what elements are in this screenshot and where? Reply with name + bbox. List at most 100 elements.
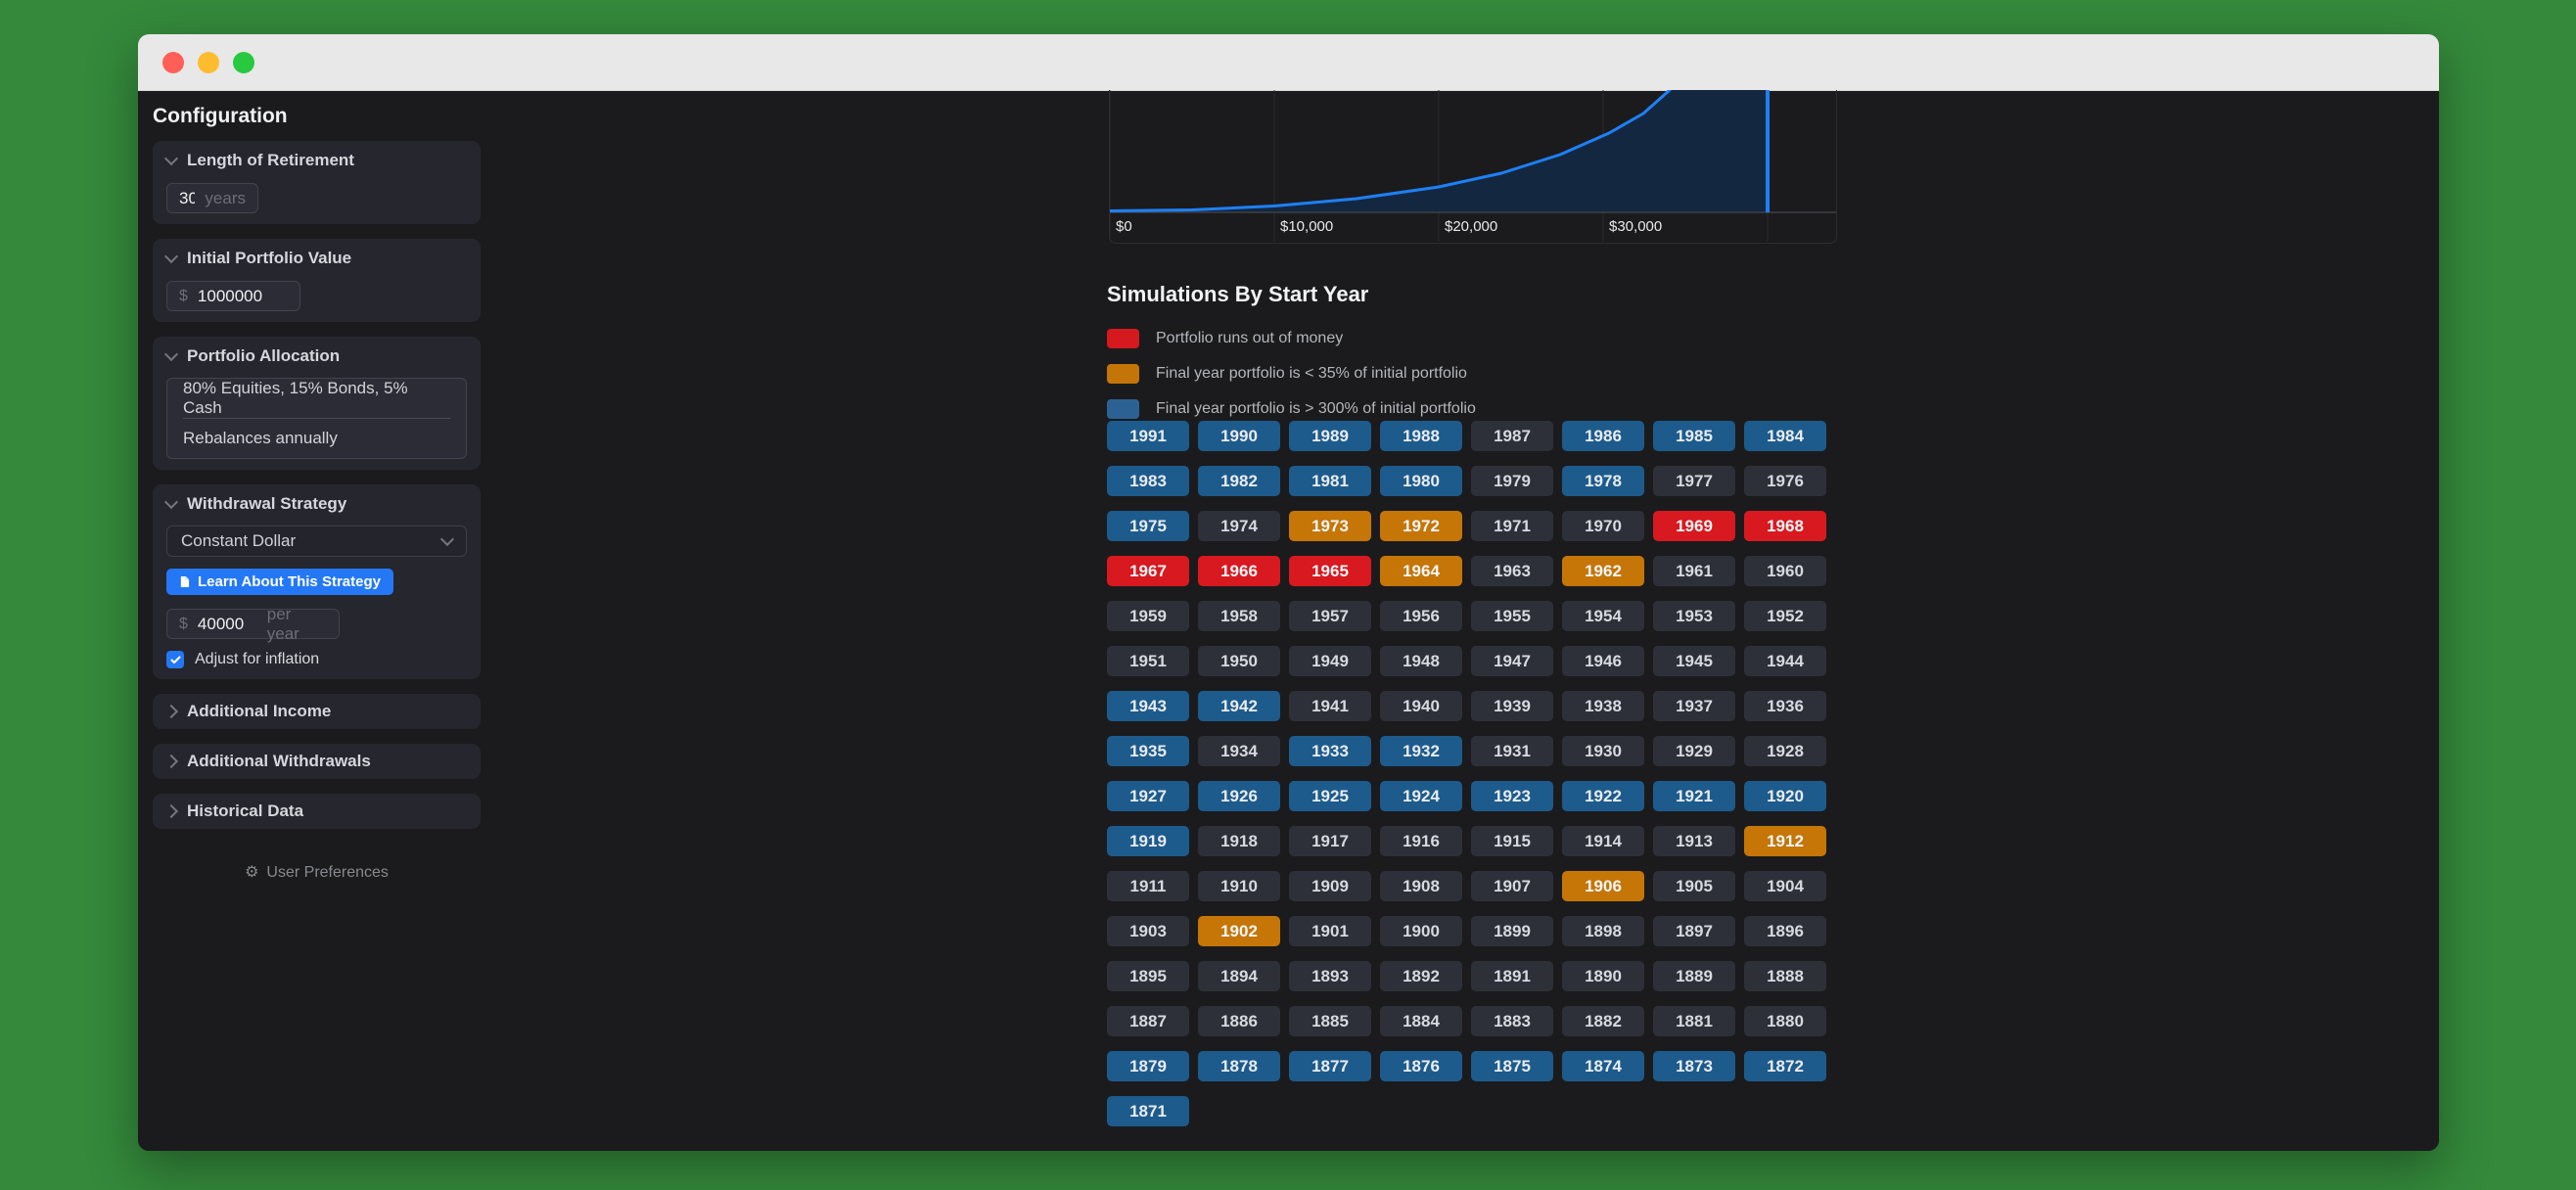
year-button-1899[interactable]: 1899 bbox=[1471, 916, 1553, 946]
year-button-1937[interactable]: 1937 bbox=[1653, 691, 1735, 721]
year-button-1873[interactable]: 1873 bbox=[1653, 1051, 1735, 1081]
panel-additional-withdrawals[interactable]: Additional Withdrawals bbox=[153, 744, 481, 779]
adjust-inflation-checkbox[interactable] bbox=[166, 651, 184, 668]
year-button-1949[interactable]: 1949 bbox=[1289, 646, 1371, 676]
year-button-1923[interactable]: 1923 bbox=[1471, 781, 1553, 811]
year-button-1921[interactable]: 1921 bbox=[1653, 781, 1735, 811]
year-button-1970[interactable]: 1970 bbox=[1562, 511, 1644, 541]
year-button-1916[interactable]: 1916 bbox=[1380, 826, 1462, 856]
year-button-1952[interactable]: 1952 bbox=[1744, 601, 1826, 631]
panel-portfolio-allocation-header[interactable]: Portfolio Allocation bbox=[163, 346, 467, 365]
year-button-1953[interactable]: 1953 bbox=[1653, 601, 1735, 631]
year-button-1964[interactable]: 1964 bbox=[1380, 556, 1462, 586]
year-button-1924[interactable]: 1924 bbox=[1380, 781, 1462, 811]
year-button-1903[interactable]: 1903 bbox=[1107, 916, 1189, 946]
year-button-1961[interactable]: 1961 bbox=[1653, 556, 1735, 586]
year-button-1928[interactable]: 1928 bbox=[1744, 736, 1826, 766]
year-button-1925[interactable]: 1925 bbox=[1289, 781, 1371, 811]
year-button-1942[interactable]: 1942 bbox=[1198, 691, 1280, 721]
year-button-1991[interactable]: 1991 bbox=[1107, 421, 1189, 451]
year-button-1945[interactable]: 1945 bbox=[1653, 646, 1735, 676]
year-button-1956[interactable]: 1956 bbox=[1380, 601, 1462, 631]
year-button-1950[interactable]: 1950 bbox=[1198, 646, 1280, 676]
year-button-1986[interactable]: 1986 bbox=[1562, 421, 1644, 451]
year-button-1934[interactable]: 1934 bbox=[1198, 736, 1280, 766]
year-button-1967[interactable]: 1967 bbox=[1107, 556, 1189, 586]
withdrawal-strategy-select[interactable]: Constant Dollar bbox=[166, 526, 467, 557]
year-button-1941[interactable]: 1941 bbox=[1289, 691, 1371, 721]
year-button-1990[interactable]: 1990 bbox=[1198, 421, 1280, 451]
year-button-1933[interactable]: 1933 bbox=[1289, 736, 1371, 766]
year-button-1975[interactable]: 1975 bbox=[1107, 511, 1189, 541]
retirement-length-input[interactable] bbox=[179, 188, 196, 208]
year-button-1887[interactable]: 1887 bbox=[1107, 1006, 1189, 1036]
year-button-1876[interactable]: 1876 bbox=[1380, 1051, 1462, 1081]
year-button-1884[interactable]: 1884 bbox=[1380, 1006, 1462, 1036]
year-button-1971[interactable]: 1971 bbox=[1471, 511, 1553, 541]
year-button-1881[interactable]: 1881 bbox=[1653, 1006, 1735, 1036]
year-button-1980[interactable]: 1980 bbox=[1380, 466, 1462, 496]
year-button-1895[interactable]: 1895 bbox=[1107, 961, 1189, 991]
year-button-1978[interactable]: 1978 bbox=[1562, 466, 1644, 496]
year-button-1898[interactable]: 1898 bbox=[1562, 916, 1644, 946]
year-button-1926[interactable]: 1926 bbox=[1198, 781, 1280, 811]
year-button-1893[interactable]: 1893 bbox=[1289, 961, 1371, 991]
year-button-1974[interactable]: 1974 bbox=[1198, 511, 1280, 541]
year-button-1875[interactable]: 1875 bbox=[1471, 1051, 1553, 1081]
learn-about-strategy-button[interactable]: Learn About This Strategy bbox=[166, 569, 393, 595]
initial-portfolio-input[interactable] bbox=[197, 286, 284, 306]
year-button-1911[interactable]: 1911 bbox=[1107, 871, 1189, 901]
year-button-1905[interactable]: 1905 bbox=[1653, 871, 1735, 901]
year-button-1936[interactable]: 1936 bbox=[1744, 691, 1826, 721]
year-button-1913[interactable]: 1913 bbox=[1653, 826, 1735, 856]
year-button-1987[interactable]: 1987 bbox=[1471, 421, 1553, 451]
year-button-1946[interactable]: 1946 bbox=[1562, 646, 1644, 676]
year-button-1885[interactable]: 1885 bbox=[1289, 1006, 1371, 1036]
year-button-1979[interactable]: 1979 bbox=[1471, 466, 1553, 496]
year-button-1901[interactable]: 1901 bbox=[1289, 916, 1371, 946]
year-button-1968[interactable]: 1968 bbox=[1744, 511, 1826, 541]
minimize-button[interactable] bbox=[198, 51, 219, 73]
close-button[interactable] bbox=[162, 51, 184, 73]
year-button-1879[interactable]: 1879 bbox=[1107, 1051, 1189, 1081]
year-button-1969[interactable]: 1969 bbox=[1653, 511, 1735, 541]
panel-length-of-retirement-header[interactable]: Length of Retirement bbox=[163, 151, 467, 169]
year-button-1897[interactable]: 1897 bbox=[1653, 916, 1735, 946]
year-button-1882[interactable]: 1882 bbox=[1562, 1006, 1644, 1036]
year-button-1988[interactable]: 1988 bbox=[1380, 421, 1462, 451]
year-button-1960[interactable]: 1960 bbox=[1744, 556, 1826, 586]
year-button-1966[interactable]: 1966 bbox=[1198, 556, 1280, 586]
year-button-1973[interactable]: 1973 bbox=[1289, 511, 1371, 541]
year-button-1892[interactable]: 1892 bbox=[1380, 961, 1462, 991]
year-button-1930[interactable]: 1930 bbox=[1562, 736, 1644, 766]
year-button-1883[interactable]: 1883 bbox=[1471, 1006, 1553, 1036]
year-button-1958[interactable]: 1958 bbox=[1198, 601, 1280, 631]
year-button-1939[interactable]: 1939 bbox=[1471, 691, 1553, 721]
year-button-1871[interactable]: 1871 bbox=[1107, 1096, 1189, 1126]
year-button-1894[interactable]: 1894 bbox=[1198, 961, 1280, 991]
year-button-1912[interactable]: 1912 bbox=[1744, 826, 1826, 856]
year-button-1918[interactable]: 1918 bbox=[1198, 826, 1280, 856]
year-button-1982[interactable]: 1982 bbox=[1198, 466, 1280, 496]
year-button-1890[interactable]: 1890 bbox=[1562, 961, 1644, 991]
year-button-1919[interactable]: 1919 bbox=[1107, 826, 1189, 856]
year-button-1957[interactable]: 1957 bbox=[1289, 601, 1371, 631]
year-button-1896[interactable]: 1896 bbox=[1744, 916, 1826, 946]
year-button-1877[interactable]: 1877 bbox=[1289, 1051, 1371, 1081]
year-button-1965[interactable]: 1965 bbox=[1289, 556, 1371, 586]
year-button-1888[interactable]: 1888 bbox=[1744, 961, 1826, 991]
withdrawal-amount-input[interactable] bbox=[197, 614, 257, 634]
year-button-1902[interactable]: 1902 bbox=[1198, 916, 1280, 946]
year-button-1962[interactable]: 1962 bbox=[1562, 556, 1644, 586]
year-button-1932[interactable]: 1932 bbox=[1380, 736, 1462, 766]
year-button-1920[interactable]: 1920 bbox=[1744, 781, 1826, 811]
year-button-1906[interactable]: 1906 bbox=[1562, 871, 1644, 901]
year-button-1940[interactable]: 1940 bbox=[1380, 691, 1462, 721]
zoom-button[interactable] bbox=[233, 51, 254, 73]
year-button-1909[interactable]: 1909 bbox=[1289, 871, 1371, 901]
year-button-1955[interactable]: 1955 bbox=[1471, 601, 1553, 631]
year-button-1907[interactable]: 1907 bbox=[1471, 871, 1553, 901]
year-button-1900[interactable]: 1900 bbox=[1380, 916, 1462, 946]
year-button-1938[interactable]: 1938 bbox=[1562, 691, 1644, 721]
year-button-1880[interactable]: 1880 bbox=[1744, 1006, 1826, 1036]
